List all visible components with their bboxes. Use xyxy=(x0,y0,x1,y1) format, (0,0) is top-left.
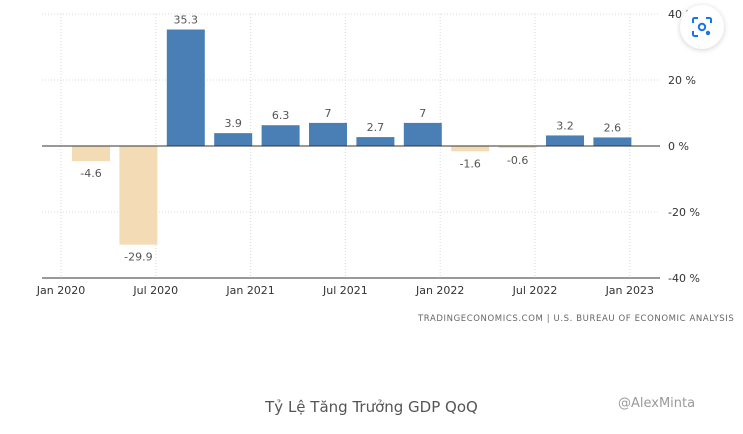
watermark: @AlexMinta xyxy=(618,396,696,411)
y-tick-label: -40 % xyxy=(668,272,700,285)
bars xyxy=(72,29,632,245)
chart-caption: Tỷ Lệ Tăng Trưởng GDP QoQ xyxy=(265,398,478,416)
y-tick-label: 0 % xyxy=(668,140,689,153)
bar xyxy=(451,146,490,152)
x-tick-label: Jan 2021 xyxy=(225,284,274,297)
bar-value-label: -0.6 xyxy=(507,154,528,167)
bar xyxy=(546,135,584,146)
data-labels: -4.6 -29.9 35.3 3.9 6.3 7 2.7 7 -1.6 -0.6 3.2 2.6 xyxy=(80,14,621,264)
bar xyxy=(593,137,632,146)
bar-value-label: 7 xyxy=(325,107,332,120)
bar-value-label: 7 xyxy=(419,107,426,120)
x-tick-label: Jan 2022 xyxy=(415,284,464,297)
bar-value-label: 3.2 xyxy=(556,119,574,132)
x-tick-label: Jan 2023 xyxy=(605,284,654,297)
x-tick-label: Jan 2020 xyxy=(36,284,85,297)
x-tick-label: Jul 2021 xyxy=(322,284,368,297)
bar xyxy=(261,125,300,146)
bar xyxy=(166,29,205,146)
bar-value-label: -29.9 xyxy=(124,251,152,264)
chart-source: TRADINGECONOMICS.COM | U.S. BUREAU OF EC… xyxy=(418,314,735,324)
bar-value-label: 6.3 xyxy=(272,109,290,122)
gdp-bar-chart: -4.6 -29.9 35.3 3.9 6.3 7 2.7 7 -1.6 -0.6 3.2 2.6 4… xyxy=(36,8,700,297)
image-search-button[interactable] xyxy=(680,5,724,49)
bar xyxy=(356,137,395,146)
bar-value-label: -1.6 xyxy=(459,157,480,170)
bar-value-label: -4.6 xyxy=(80,167,101,180)
bar-value-label: 2.7 xyxy=(367,121,385,134)
x-tick-label: Jul 2020 xyxy=(132,284,178,297)
bar-value-label: 35.3 xyxy=(174,14,199,27)
y-tick-label: 20 % xyxy=(668,74,696,87)
x-tick-label: Jul 2022 xyxy=(512,284,558,297)
bar xyxy=(214,133,253,146)
bar-value-label: 3.9 xyxy=(224,117,242,130)
bar xyxy=(403,122,442,146)
bar xyxy=(309,122,347,146)
bar xyxy=(72,146,110,162)
bar xyxy=(498,146,537,148)
y-tick-label: -20 % xyxy=(668,206,700,219)
image-search-icon xyxy=(692,17,712,37)
bar xyxy=(119,146,158,245)
bar-value-label: 2.6 xyxy=(604,121,622,134)
axes: 40 %20 %0 %-20 %-40 %Jan 2020 Jul 2020 Jan… xyxy=(36,8,700,297)
